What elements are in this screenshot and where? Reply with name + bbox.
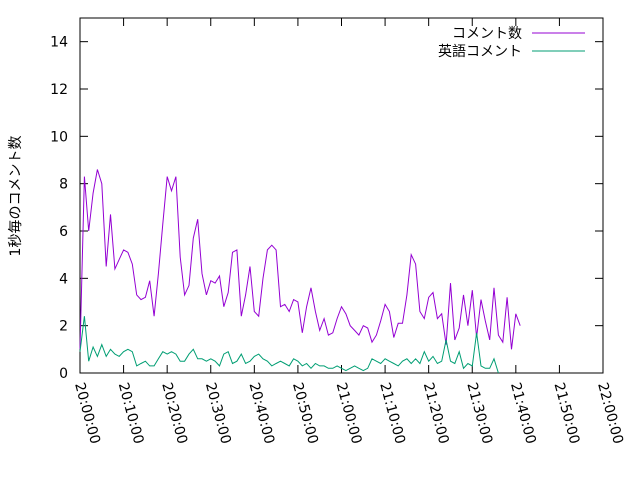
series-line (79, 169, 521, 350)
y-tick-label: 4 (59, 271, 68, 287)
y-tick-label: 10 (50, 129, 68, 145)
x-tick-label: 21:30:00 (463, 381, 495, 446)
x-tick-label: 20:20:00 (158, 381, 190, 446)
x-tick-label: 21:40:00 (507, 381, 539, 446)
x-tick-label: 20:00:00 (71, 381, 103, 446)
x-tick-label: 21:00:00 (333, 381, 365, 446)
x-tick-label: 21:20:00 (420, 381, 452, 446)
y-axis-label: 1秒毎のコメント数 (8, 136, 24, 257)
legend-label: コメント数 (452, 26, 522, 42)
y-tick-label: 0 (59, 366, 68, 382)
x-tick-label: 20:10:00 (115, 381, 147, 446)
x-tick-label: 20:40:00 (245, 381, 277, 446)
x-tick-label: 20:30:00 (202, 381, 234, 446)
series-line (79, 316, 499, 374)
y-tick-label: 6 (59, 224, 68, 240)
legend-label: 英語コメント (438, 43, 522, 60)
y-tick-label: 8 (59, 177, 68, 193)
plot-frame (79, 17, 604, 374)
x-tick-label: 21:10:00 (376, 381, 408, 446)
x-tick-label: 22:00:00 (594, 381, 626, 446)
y-tick-label: 14 (50, 35, 68, 51)
y-tick-label: 2 (59, 319, 68, 335)
y-tick-label: 12 (50, 82, 68, 98)
x-tick-label: 20:50:00 (289, 381, 321, 446)
x-tick-label: 21:50:00 (551, 381, 583, 446)
